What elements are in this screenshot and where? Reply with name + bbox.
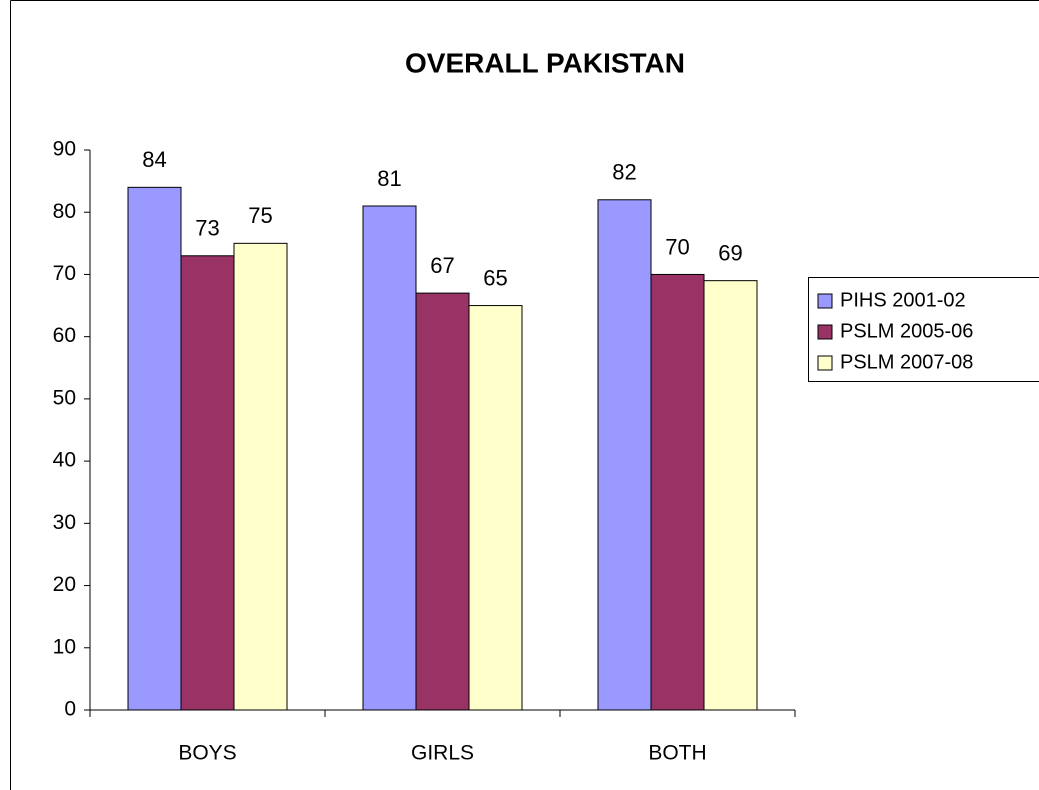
data-label: 70: [665, 234, 689, 259]
bar: [703, 280, 758, 711]
y-tick-label: 30: [53, 511, 76, 534]
bar: [415, 292, 470, 711]
x-tick-label: BOYS: [178, 742, 236, 765]
x-tick-label: GIRLS: [411, 742, 474, 765]
legend-swatch: [817, 355, 833, 371]
legend-swatch: [817, 293, 833, 309]
y-tick-label: 40: [53, 449, 76, 472]
legend-label: PSLM 2007-08: [840, 351, 973, 373]
legend-label: PSLM 2005-06: [840, 320, 973, 342]
y-tick-label: 60: [53, 324, 76, 347]
y-tick-label: 50: [53, 386, 76, 409]
legend-box: [808, 277, 1039, 382]
y-tick-label: 70: [53, 262, 76, 285]
chart-title: OVERALL PAKISTAN: [405, 47, 685, 78]
data-label: 75: [248, 203, 272, 228]
x-tick-label: BOTH: [648, 742, 706, 765]
data-label: 73: [195, 216, 219, 241]
data-label: 69: [718, 240, 742, 265]
data-label: 82: [612, 160, 636, 185]
data-label: 67: [430, 253, 454, 278]
bar: [127, 186, 182, 711]
bar: [362, 205, 417, 711]
bar: [233, 242, 288, 711]
data-label: 84: [142, 147, 166, 172]
y-tick-label: 0: [64, 698, 76, 721]
legend-swatch: [817, 324, 833, 340]
data-label: 65: [483, 265, 507, 290]
y-tick-label: 20: [53, 573, 76, 596]
bar: [180, 255, 235, 711]
y-tick-label: 90: [53, 138, 76, 161]
y-tick-label: 80: [53, 200, 76, 223]
bar: [650, 273, 705, 711]
bar: [597, 199, 652, 711]
legend-label: PIHS 2001-02: [840, 289, 966, 311]
data-label: 81: [377, 166, 401, 191]
bar: [468, 305, 523, 711]
y-tick-label: 10: [53, 635, 76, 658]
